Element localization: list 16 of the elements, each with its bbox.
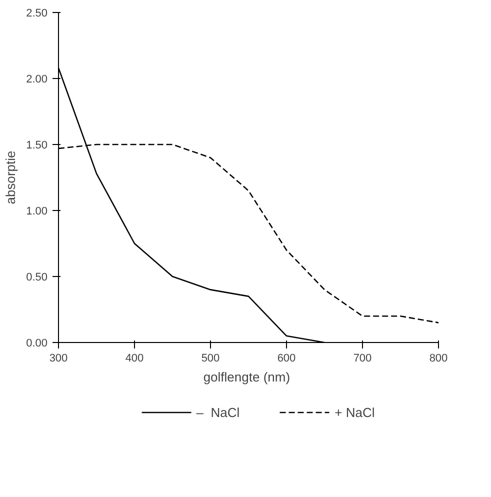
x-tick-label: 600 bbox=[277, 352, 296, 364]
x-axis-title: golflengte (nm) bbox=[203, 370, 290, 384]
x-tick-label: 700 bbox=[353, 352, 372, 364]
y-tick-label: 2.00 bbox=[26, 74, 48, 86]
y-tick-label: 2.50 bbox=[26, 8, 48, 20]
y-tick-label: 0.00 bbox=[26, 338, 48, 350]
legend-label: + NaCl bbox=[334, 404, 375, 420]
x-tick-label: 500 bbox=[201, 352, 220, 364]
y-tick-label: 1.50 bbox=[26, 140, 48, 152]
y-tick-label: 1.00 bbox=[26, 206, 48, 218]
x-tick-label: 400 bbox=[125, 352, 144, 364]
legend-label: – NaCl bbox=[196, 404, 240, 420]
y-tick-label: 0.50 bbox=[26, 272, 48, 284]
x-tick-label: 300 bbox=[49, 352, 68, 364]
x-tick-label: 800 bbox=[429, 352, 448, 364]
y-axis-title: absorptie bbox=[3, 150, 18, 204]
